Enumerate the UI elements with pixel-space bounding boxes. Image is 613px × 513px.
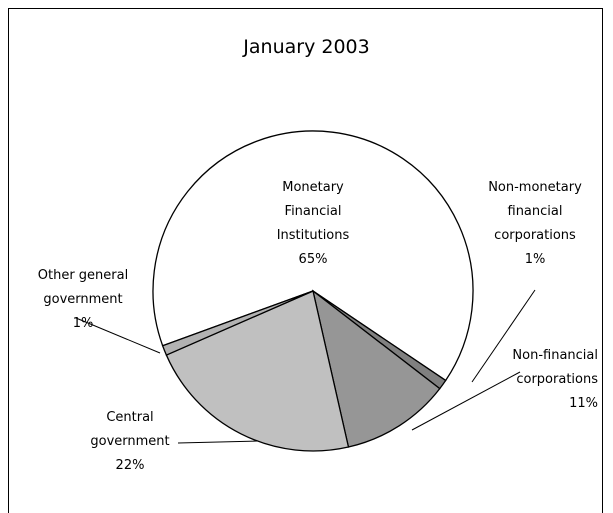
leader-line	[471, 289, 536, 383]
category-label: Other general government	[37, 268, 129, 307]
leader-line	[75, 317, 161, 354]
pie-slice	[311, 289, 441, 448]
pie-slice	[165, 290, 350, 452]
slice-label: Central government 22%	[60, 406, 200, 478]
slice-label: Other general government 1%	[18, 264, 148, 336]
value-label: 65%	[298, 252, 328, 267]
category-label: Central government	[90, 410, 170, 449]
value-label: 22%	[115, 458, 145, 473]
chart-title: January 2003	[243, 36, 370, 58]
value-label: 1%	[524, 252, 546, 267]
pie-slice	[161, 290, 314, 356]
value-label: 11%	[569, 396, 598, 411]
chart-frame	[8, 8, 603, 513]
value-label: 1%	[72, 316, 94, 331]
leader-line	[177, 440, 259, 444]
slice-label: Non-financial corporations 11%	[480, 344, 598, 416]
slice-label: Non-monetary financial corporations 1%	[465, 176, 605, 272]
category-label: Non-monetary financial corporations	[488, 180, 582, 243]
leader-line	[411, 371, 521, 431]
slice-label: Monetary Financial Institutions 65%	[248, 176, 378, 272]
category-label: Non-financial corporations	[512, 348, 598, 387]
pie-slice	[152, 130, 474, 382]
category-label: Monetary Financial Institutions	[276, 180, 350, 243]
